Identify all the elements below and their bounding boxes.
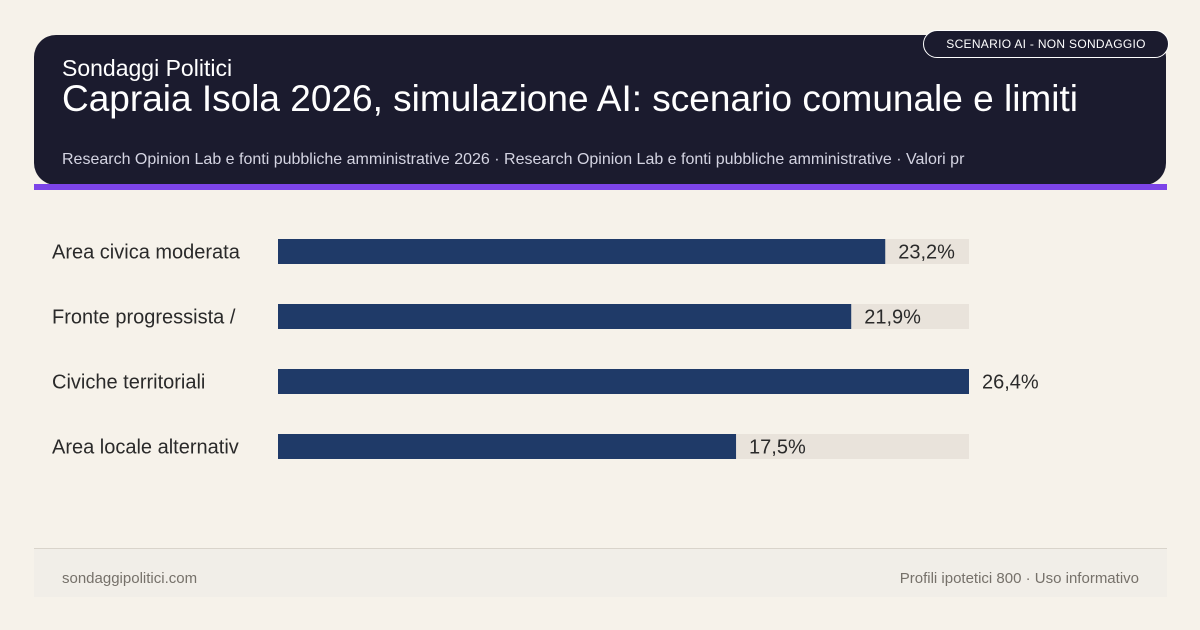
- bar-0: [278, 239, 886, 264]
- header-panel: [34, 35, 1166, 185]
- value-label: 26,4%: [982, 372, 1039, 394]
- category-label: Area civica moderata: [52, 242, 241, 264]
- category-label: Civiche territoriali: [52, 372, 205, 394]
- bar-1: [278, 304, 852, 329]
- value-label: 23,2%: [898, 242, 955, 264]
- header-accent-bar: [34, 184, 1167, 190]
- category-label: Area locale alternativ: [52, 437, 239, 459]
- page-subtitle: Research Opinion Lab e fonti pubbliche a…: [62, 151, 965, 168]
- footer-bar: [34, 548, 1167, 597]
- value-label: 17,5%: [749, 437, 806, 459]
- bar-2: [278, 369, 969, 394]
- footer-site-link[interactable]: sondaggipolitici.com: [62, 570, 198, 587]
- footer-note: Profili ipotetici 800 · Uso informativo: [899, 570, 1139, 587]
- brand-name: Sondaggi Politici: [62, 55, 233, 81]
- scenario-badge: SCENARIO AI - NON SONDAGGIO: [923, 30, 1169, 58]
- value-label: 21,9%: [864, 307, 921, 329]
- bar-3: [278, 434, 737, 459]
- page-title: Capraia Isola 2026, simulazione AI: scen…: [62, 78, 1078, 119]
- category-label: Fronte progressista /: [52, 307, 236, 329]
